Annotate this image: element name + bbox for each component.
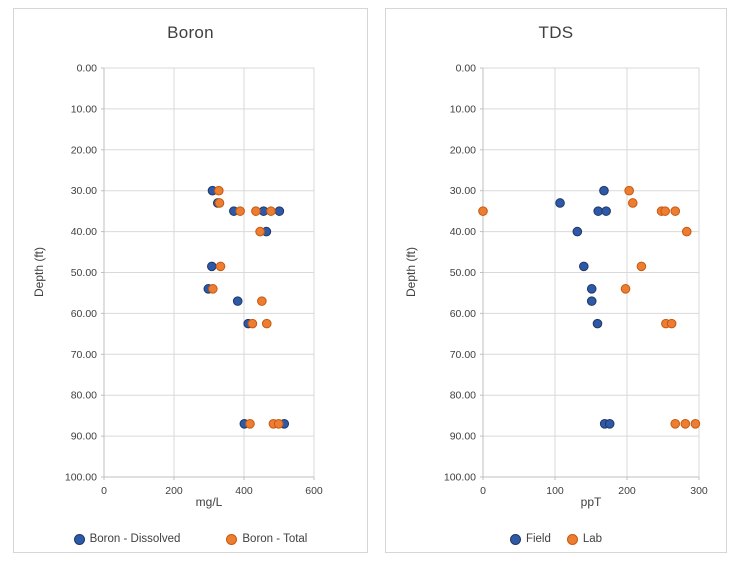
svg-text:60.00: 60.00 [71,308,97,320]
svg-text:0: 0 [101,485,107,497]
svg-text:100.00: 100.00 [65,472,97,484]
svg-text:80.00: 80.00 [450,390,476,402]
boron-total-marker-icon [226,533,238,545]
boron-scatter-plot: 0.00 10.00 20.00 30.00 40.00 50.00 60.00 70.00 8… [65,63,323,498]
field-marker-icon [509,533,521,545]
svg-text:90.00: 90.00 [450,431,476,443]
legend-item-boron-dissolved: Boron - Dissolved [73,533,181,545]
svg-text:40.00: 40.00 [71,226,97,238]
svg-text:90.00: 90.00 [71,431,97,443]
boron-chart-card: Boron 0.00 10.00 20.00 30.00 40.00 50.00 60.00… [13,8,368,553]
svg-text:50.00: 50.00 [450,267,476,279]
svg-text:80.00: 80.00 [71,390,97,402]
legend-item-lab: Lab [566,533,603,545]
legend-item-field: Field [509,533,551,545]
legend-label-boron-total: Boron - Total [242,533,308,545]
tds-y-axis-label: Depth (ft) [404,247,418,298]
boron-x-axis-label: mg/L [195,495,223,509]
svg-text:0: 0 [480,485,486,497]
svg-text:30.00: 30.00 [71,185,97,197]
svg-text:20.00: 20.00 [71,144,97,156]
svg-text:0.00: 0.00 [456,63,477,75]
boron-chart-title: Boron [167,23,214,42]
legend-label-lab: Lab [582,533,603,545]
boron-dissolved-marker-icon [73,533,85,545]
svg-text:30.00: 30.00 [450,185,476,197]
svg-text:70.00: 70.00 [71,349,97,361]
tds-chart-card: TDS 0.00 10.00 20.00 30.00 40.00 50.00 60.00 70… [385,8,727,553]
svg-text:0.00: 0.00 [77,63,98,75]
boron-y-axis-label: Depth (ft) [32,247,46,298]
tds-chart-title: TDS [538,23,574,42]
svg-text:70.00: 70.00 [450,349,476,361]
svg-text:40.00: 40.00 [450,226,476,238]
svg-text:200: 200 [165,485,183,497]
svg-text:100.00: 100.00 [444,472,476,484]
tds-x-axis-label: ppT [580,495,602,509]
legend-label-field: Field [525,533,551,545]
legend-label-boron-dissolved: Boron - Dissolved [89,533,181,545]
svg-text:400: 400 [235,485,253,497]
svg-text:200: 200 [618,485,636,497]
svg-text:10.00: 10.00 [450,103,476,115]
tds-scatter-plot: 0.00 10.00 20.00 30.00 40.00 50.00 60.00 70.00 8… [444,63,708,498]
svg-text:20.00: 20.00 [450,144,476,156]
legend-item-boron-total: Boron - Total [226,533,307,545]
svg-text:300: 300 [690,485,708,497]
tds-legend: Field Lab [386,533,726,545]
lab-marker-icon [566,533,578,545]
svg-text:50.00: 50.00 [71,267,97,279]
boron-legend: Boron - Dissolved Boron - Total [14,533,367,545]
svg-text:10.00: 10.00 [71,103,97,115]
svg-text:60.00: 60.00 [450,308,476,320]
svg-text:100: 100 [546,485,564,497]
svg-text:600: 600 [305,485,323,497]
